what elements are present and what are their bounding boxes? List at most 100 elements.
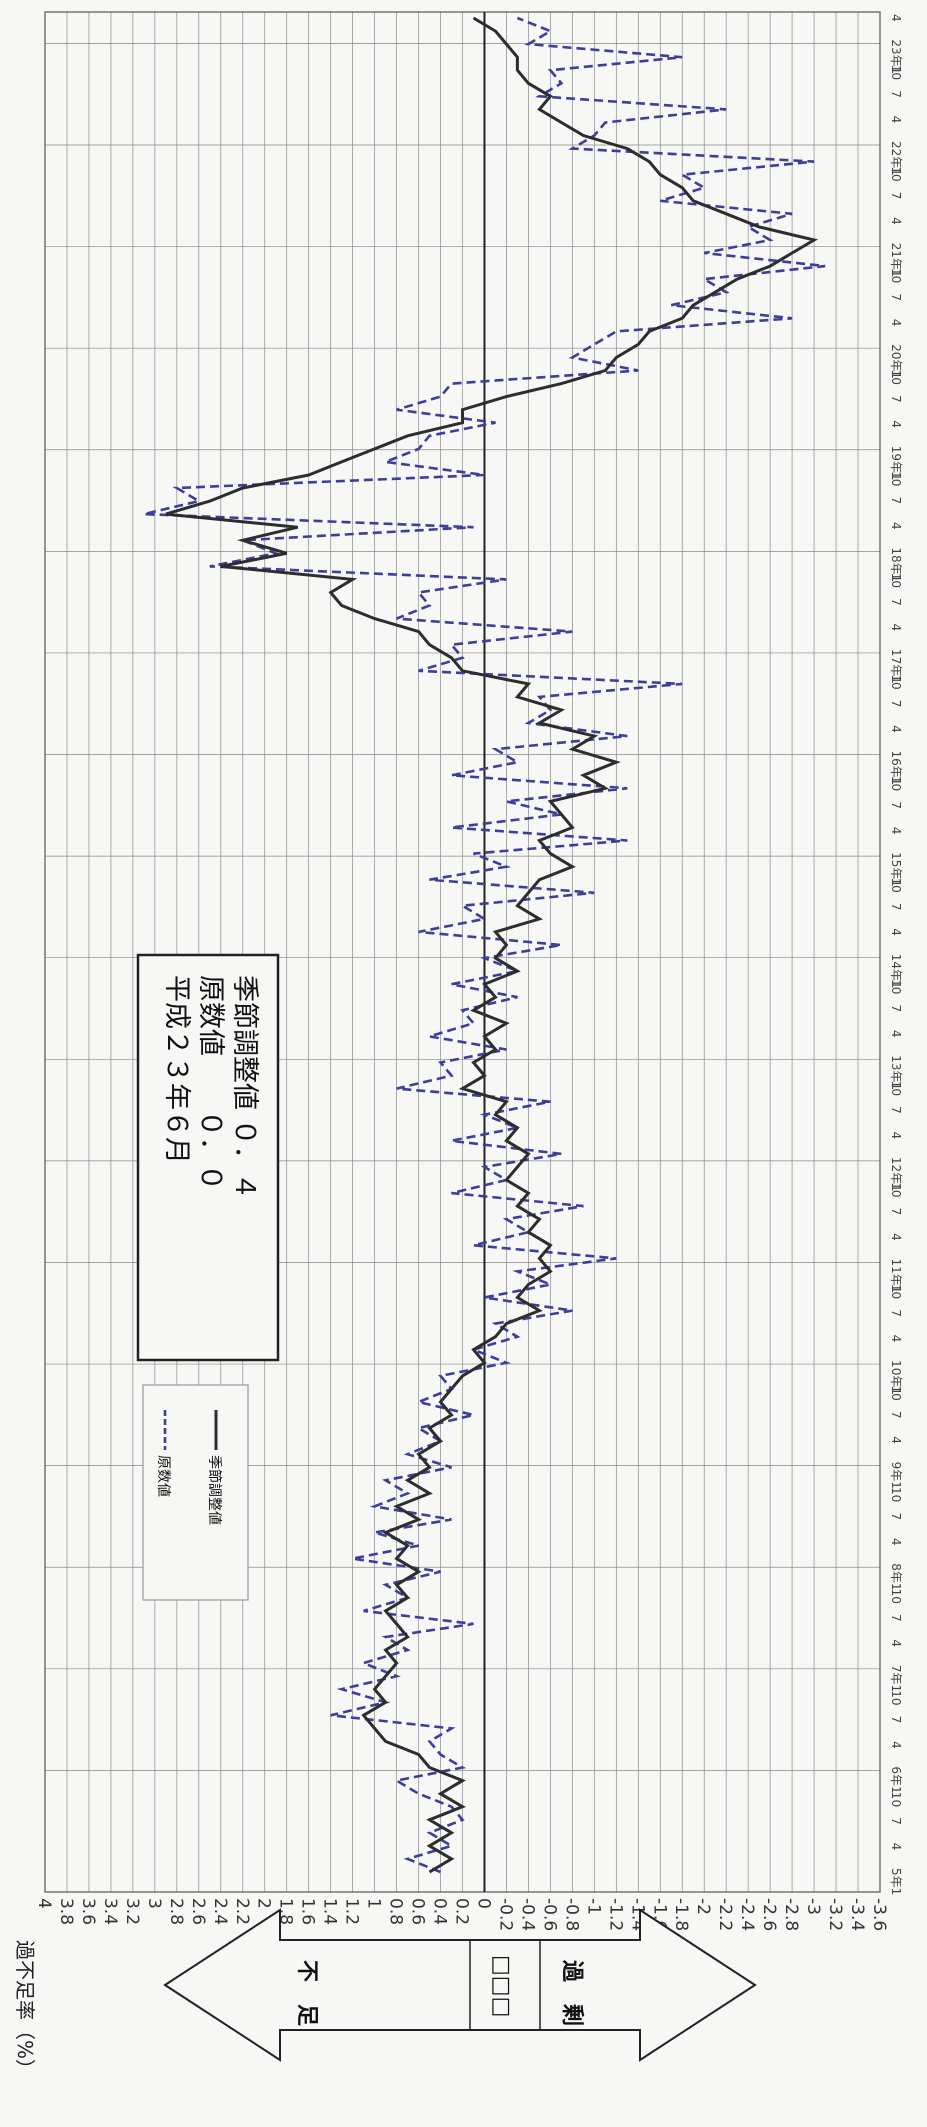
x-tick-label: 7 (889, 903, 903, 911)
y-tick-label: -2 (693, 1898, 713, 1915)
x-tick-label: 10 (889, 65, 903, 80)
x-tick-label: 10年1 (889, 1360, 903, 1395)
x-tick-label: 4 (889, 1741, 903, 1749)
y-tick-label: 3.2 (122, 1898, 142, 1925)
x-tick-label: 10 (889, 979, 903, 994)
x-tick-label: 10 (889, 1385, 903, 1400)
y-tick-label: 2 (254, 1898, 274, 1909)
x-tick-label: 7 (889, 1716, 903, 1724)
x-tick-label: 7 (889, 1208, 903, 1216)
x-tick-label: 7 (889, 1309, 903, 1317)
plot-frame (44, 11, 881, 1893)
y-tick-label: -1.8 (671, 1898, 691, 1931)
y-tick-label: 0.4 (430, 1898, 450, 1925)
y-tick-label: -0.8 (561, 1898, 581, 1931)
x-tick-label: 7 (889, 293, 903, 301)
x-tick-label: 10 (889, 370, 903, 385)
x-tick-label: 4 (889, 1843, 903, 1851)
series-seasonally-adjusted (165, 16, 819, 1874)
x-tick-label: 4 (889, 420, 903, 428)
x-tick-label: 7 (889, 1106, 903, 1114)
x-tick-label: 4 (889, 116, 903, 124)
x-tick-label: 7年1 (889, 1665, 903, 1692)
x-tick-label: 4 (889, 14, 903, 22)
legend-raw-label: 原数値 (155, 1455, 171, 1497)
y-tick-label: 1.4 (320, 1898, 340, 1925)
x-tick-label: 4 (889, 1538, 903, 1546)
x-tick-label: 10 (889, 1589, 903, 1604)
gridlines-horizontal-values (44, 12, 881, 1892)
x-tick-label: 10 (889, 166, 903, 181)
y-tick-label: 2.2 (232, 1898, 252, 1925)
legend-sa-label: 季節調整値 (206, 1455, 223, 1525)
y-tick-label: 0 (473, 1898, 493, 1909)
x-tick-label: 4 (889, 624, 903, 632)
y-tick-label: -3.6 (869, 1898, 889, 1931)
x-tick-label: 4 (889, 1030, 903, 1038)
y-tick-label: -2.2 (715, 1898, 735, 1931)
arrow-balance-label: □□□ (489, 1955, 514, 2017)
y-tick-label: -3.2 (825, 1898, 845, 1931)
x-tick-label: 4 (889, 1335, 903, 1343)
y-tick-label: 2.6 (188, 1898, 208, 1925)
x-tick-label: 17年1 (889, 649, 903, 684)
x-tick-label: 7 (889, 497, 903, 505)
x-tick-label: 11年1 (889, 1258, 903, 1293)
y-tick-label: -0.6 (539, 1898, 559, 1931)
y-axis-label: 過不足率（%） (13, 1940, 37, 2079)
y-tick-label: 0.6 (408, 1898, 428, 1925)
x-tick-label: 7 (889, 395, 903, 403)
y-tick-label: -2.6 (759, 1898, 779, 1931)
x-tick-label: 7 (889, 700, 903, 708)
y-tick-label: -3 (803, 1898, 823, 1915)
x-tick-label: 4 (889, 725, 903, 733)
x-tick-label: 7 (889, 192, 903, 200)
x-tick-label: 10 (889, 1182, 903, 1197)
y-tick-label: 1.2 (342, 1898, 362, 1925)
x-tick-label: 4 (889, 1436, 903, 1444)
y-tick-label: 3 (144, 1898, 164, 1909)
x-tick-label: 10 (889, 776, 903, 791)
x-tick-label: 10 (889, 1690, 903, 1705)
x-tick-label: 10 (889, 471, 903, 486)
x-tick-label: 19年1 (889, 446, 903, 481)
y-tick-label: -0.2 (495, 1898, 515, 1931)
x-tick-label: 23年1 (889, 39, 903, 74)
x-tick-label: 16年1 (889, 751, 903, 786)
x-tick-label: 10 (889, 1284, 903, 1299)
x-tick-label: 14年1 (889, 954, 903, 989)
x-tick-label: 7 (889, 90, 903, 98)
legend: 原数値 季節調整値 (142, 1384, 249, 1601)
y-tick-label: -1 (583, 1898, 603, 1915)
x-tick-label: 22年1 (889, 141, 903, 176)
y-tick-label: -2.4 (737, 1898, 757, 1931)
series-line-seasonally-adjusted (165, 16, 819, 1874)
y-tick-label: 1 (364, 1898, 384, 1909)
x-tick-labels: 5年147106年147107年147108年147109年1471010年14… (889, 14, 903, 1895)
x-tick-label: 4 (889, 1639, 903, 1647)
x-tick-label: 4 (889, 217, 903, 225)
note-box: 平成２３年６月 原数値 ０．０ 季節調整値 ０．４ (136, 953, 280, 1362)
y-tick-label: 0.8 (386, 1898, 406, 1925)
y-tick-label: -3.4 (847, 1898, 867, 1931)
x-tick-label: 5年1 (889, 1868, 903, 1895)
note-line-2: 原数値 ０．０ (195, 975, 226, 1191)
y-tick-label: 3.8 (56, 1898, 76, 1925)
y-tick-label: 4 (34, 1898, 54, 1909)
y-tick-label: 1.6 (298, 1898, 318, 1925)
x-tick-label: 20年1 (889, 344, 903, 379)
x-tick-label: 4 (889, 522, 903, 530)
x-tick-label: 4 (889, 319, 903, 327)
y-tick-label: -0.4 (517, 1898, 537, 1931)
y-tick-label: -1.2 (605, 1898, 625, 1931)
x-tick-label: 10 (889, 674, 903, 689)
y-tick-label: -2.8 (781, 1898, 801, 1931)
x-tick-label: 10 (889, 268, 903, 283)
x-tick-label: 4 (889, 1233, 903, 1241)
x-tick-label: 7 (889, 1004, 903, 1012)
x-tick-label: 9年1 (889, 1462, 903, 1489)
x-tick-label: 7 (889, 1411, 903, 1419)
x-tick-label: 10 (889, 878, 903, 893)
y-tick-label: 3.6 (78, 1898, 98, 1925)
